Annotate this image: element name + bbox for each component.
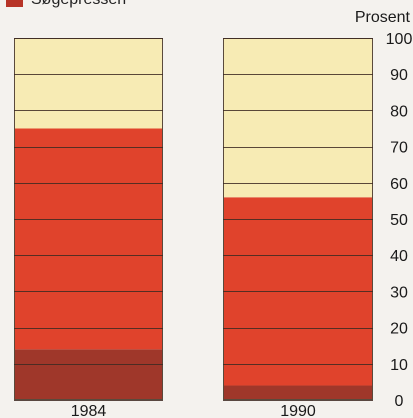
y-tick-label-70: 70 bbox=[390, 140, 408, 157]
legend-label: Søgepressen bbox=[31, 0, 126, 9]
y-tick-label-90: 90 bbox=[390, 67, 408, 84]
legend-swatch bbox=[6, 0, 23, 7]
bar-segment-1990-0 bbox=[223, 385, 373, 400]
y-tick-label-100: 100 bbox=[386, 31, 413, 48]
bar-segment-1990-2 bbox=[223, 38, 373, 198]
y-tick-label-20: 20 bbox=[390, 321, 408, 338]
bar-segment-1984-2 bbox=[14, 38, 163, 129]
y-tick-label-10: 10 bbox=[390, 357, 408, 374]
x-tick-label-1984: 1984 bbox=[71, 403, 107, 418]
y-tick-label-50: 50 bbox=[390, 212, 408, 229]
y-tick-label-60: 60 bbox=[390, 176, 408, 193]
y-tick-label-80: 80 bbox=[390, 103, 408, 120]
y-tick-label-0: 0 bbox=[395, 393, 404, 410]
y-axis-label: Prosent bbox=[354, 9, 410, 26]
y-tick-label-30: 30 bbox=[390, 284, 408, 301]
bar-segment-1984-1 bbox=[14, 128, 163, 350]
x-tick-label-1990: 1990 bbox=[280, 403, 316, 418]
bar-segment-1984-0 bbox=[14, 349, 163, 400]
y-tick-label-40: 40 bbox=[390, 248, 408, 265]
